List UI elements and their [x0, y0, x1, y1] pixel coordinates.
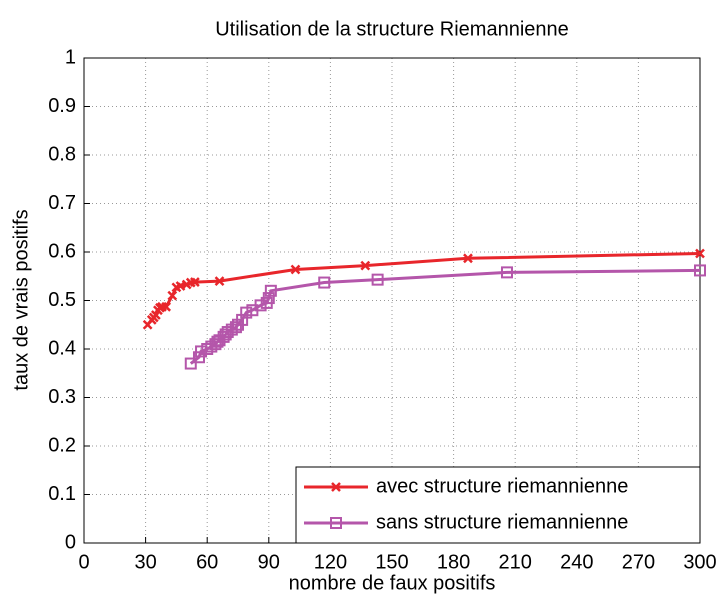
- marker: [500, 266, 513, 279]
- y-tick-label: 0.9: [48, 95, 76, 117]
- x-axis-label: nombre de faux positifs: [289, 572, 496, 594]
- legend-marker: [331, 482, 341, 492]
- marker: [254, 299, 267, 312]
- y-tick-label: 0.2: [48, 434, 76, 456]
- y-tick-label: 0.3: [48, 386, 76, 408]
- y-tick-label: 0.5: [48, 289, 76, 311]
- y-tick-label: 0: [65, 531, 76, 553]
- marker: [290, 264, 301, 275]
- marker: [463, 253, 473, 264]
- chart-title: Utilisation de la structure Riemannienne: [215, 18, 569, 40]
- marker: [262, 292, 275, 305]
- marker: [318, 276, 331, 289]
- x-tick-label: 90: [258, 551, 280, 573]
- marker: [161, 301, 172, 312]
- x-tick-label: 210: [499, 551, 532, 573]
- y-tick-label: 0.6: [48, 240, 76, 262]
- marker: [371, 273, 384, 286]
- x-tick-label: 120: [314, 551, 347, 573]
- marker: [694, 264, 706, 277]
- x-tick-label: 150: [375, 551, 408, 573]
- x-tick-label: 60: [196, 551, 218, 573]
- x-tick-label: 300: [683, 551, 716, 573]
- x-tick-label: 30: [134, 551, 156, 573]
- marker: [360, 260, 371, 271]
- x-tick-label: 0: [78, 551, 89, 573]
- marker: [189, 277, 200, 287]
- y-tick-label: 0.7: [48, 192, 76, 214]
- marker: [240, 306, 253, 319]
- marker: [184, 357, 197, 370]
- marker: [229, 321, 242, 334]
- marker: [264, 284, 277, 297]
- marker: [167, 290, 178, 301]
- y-axis-label: taux de vrais positifs: [10, 209, 32, 390]
- x-tick-label: 270: [622, 551, 655, 573]
- legend-label: sans structure riemannienne: [376, 511, 628, 533]
- y-tick-label: 0.4: [48, 337, 76, 359]
- legend-box: [295, 466, 701, 544]
- legend-label: avec structure riemannienne: [376, 475, 628, 497]
- y-tick-label: 0.8: [48, 143, 76, 165]
- legend-marker: [330, 517, 342, 529]
- x-tick-label: 240: [560, 551, 593, 573]
- marker: [214, 276, 225, 286]
- marker: [695, 248, 705, 259]
- x-tick-label: 180: [437, 551, 470, 573]
- y-tick-label: 0.1: [48, 483, 76, 505]
- y-tick-label: 1: [65, 46, 76, 68]
